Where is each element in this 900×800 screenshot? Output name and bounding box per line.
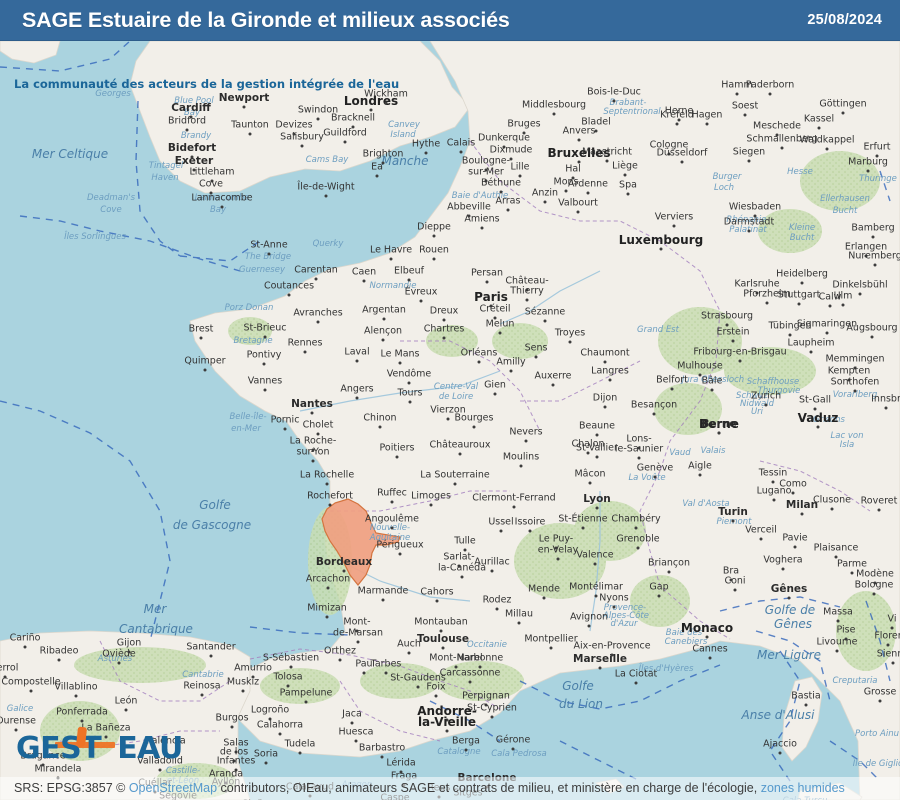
land-corsica (781, 676, 823, 762)
attribution-text: contributors, OIEau, animateurs SAGE et … (217, 781, 761, 795)
page-title: SAGE Estuaire de la Gironde et milieux a… (22, 7, 510, 32)
attribution-prefix: SRS: EPSG:3857 © (14, 781, 129, 795)
land-britain (129, 41, 471, 194)
sage-highlight-polygon[interactable] (321, 498, 401, 586)
logo-text-left: GEST (16, 731, 102, 766)
page-header: SAGE Estuaire de la Gironde et milieux a… (0, 0, 900, 41)
zones-humides-link[interactable]: zones humides (760, 781, 845, 795)
logo-accent-bar (55, 742, 115, 748)
openstreetmap-link[interactable]: OpenStreetMap (128, 781, 218, 795)
land-ireland (0, 41, 61, 64)
maritime-boundaries (0, 41, 891, 782)
logo-text-right: EAU (117, 731, 183, 766)
attribution-bar: SRS: EPSG:3857 © OpenStreetMap contribut… (0, 777, 900, 800)
gesteau-logo[interactable]: GEST EAU (16, 726, 183, 772)
map-canvas[interactable]: Mer Celtique Golfe de Gascogne Mer Cantabriq… (0, 41, 900, 800)
header-date: 25/08/2024 (807, 12, 882, 28)
admin-boundaries (59, 140, 871, 748)
basemap-svg (0, 41, 900, 800)
logo-wordmark: GEST EAU (16, 732, 183, 766)
logo-tagline: La communauté des acteurs de la gestion … (14, 77, 400, 91)
